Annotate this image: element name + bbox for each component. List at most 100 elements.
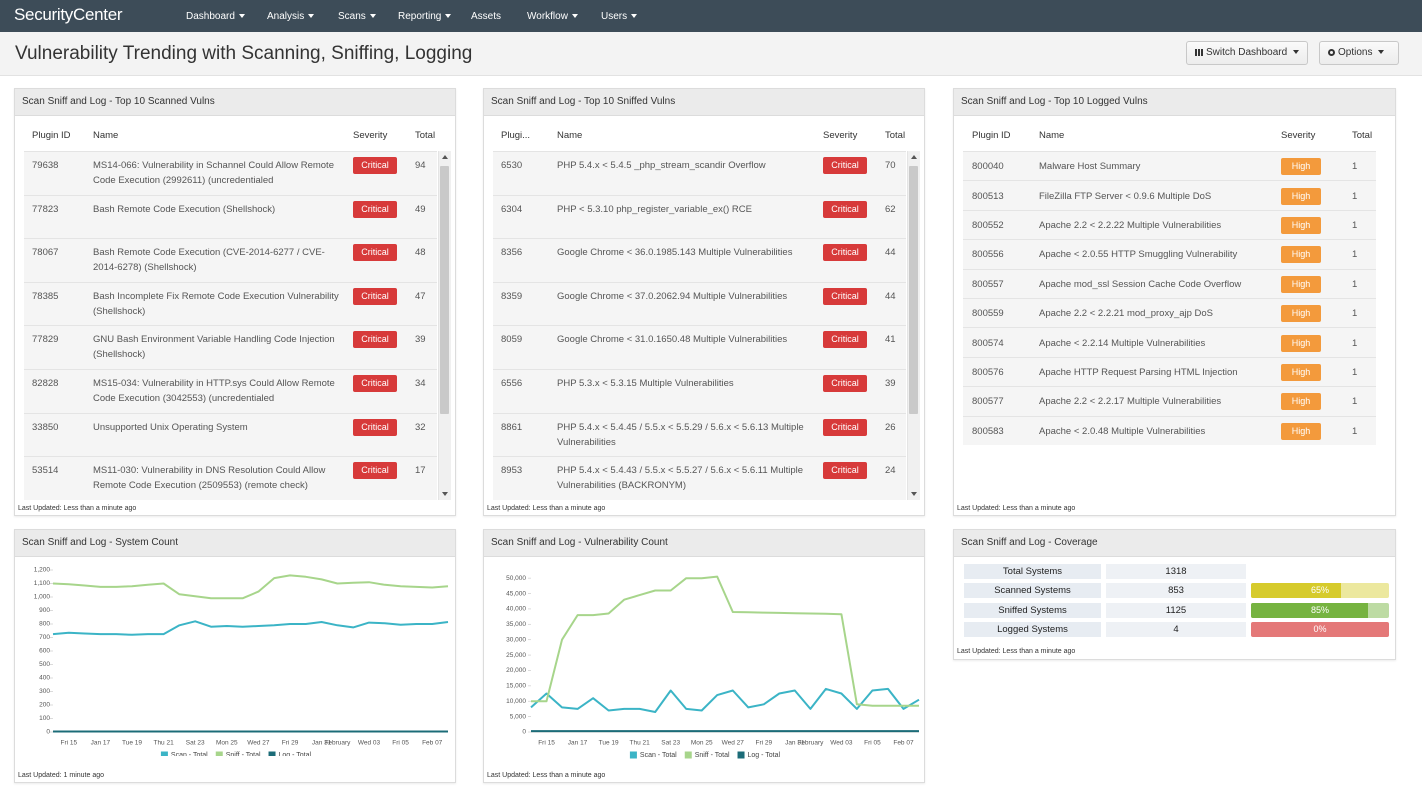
table-row[interactable]: 6556 PHP 5.3.x < 5.3.15 Multiple Vulnerab… [493, 369, 906, 413]
total: 41 [885, 334, 896, 346]
options-button[interactable]: Options [1319, 41, 1399, 65]
vuln-name: Apache 2.2 < 2.2.22 Multiple Vulnerabili… [1039, 219, 1222, 231]
coverage-count: 1125 [1106, 602, 1246, 618]
table-row[interactable]: 77829 GNU Bash Environment Variable Handl… [24, 325, 437, 369]
plugin-id: 6556 [501, 378, 523, 389]
y-tick-label: 25,000 [506, 652, 526, 659]
table-row[interactable]: 800577 Apache 2.2 < 2.2.17 Multiple Vulne… [963, 386, 1376, 416]
scroll-thumb[interactable] [440, 166, 449, 414]
plugin-id: 77823 [32, 203, 59, 215]
series-line [52, 620, 449, 636]
vuln-name: Bash Remote Code Execution (CVE-2014-627… [93, 247, 325, 274]
severity-badge: Critical [823, 375, 867, 392]
title-bar: Vulnerability Trending with Scanning, Sn… [0, 32, 1422, 76]
x-tick-label: Thu 21 [153, 740, 174, 747]
table-row[interactable]: 800513 FileZilla FTP Server < 0.9.6 Multi… [963, 180, 1376, 210]
table-row[interactable]: 78385 Bash Incomplete Fix Remote Code Exe… [24, 281, 437, 326]
table-row[interactable]: 800559 Apache 2.2 < 2.2.21 mod_proxy_ajp … [963, 298, 1376, 328]
plugin-id: 800040 [972, 161, 1004, 173]
table-row[interactable]: 800556 Apache < 2.0.55 HTTP Smuggling Vul… [963, 239, 1376, 269]
severity-badge: High [1281, 216, 1321, 234]
table-row[interactable]: 8861 PHP 5.4.x < 5.4.45 / 5.5.x < 5.5.29 … [493, 412, 906, 457]
scroll-thumb[interactable] [909, 166, 918, 414]
table-row[interactable]: 8356 Google Chrome < 36.0.1985.143 Multip… [493, 238, 906, 282]
menu-item[interactable]: Scans [338, 11, 376, 22]
scroll-up[interactable] [442, 155, 448, 159]
scroll-down[interactable] [911, 492, 917, 496]
table-row[interactable]: 82828 MS15-034: Vulnerability in HTTP.sys… [24, 369, 437, 413]
table-row[interactable]: 78067 Bash Remote Code Execution (CVE-201… [24, 238, 437, 282]
legend-label: Sniff - Total [226, 752, 261, 756]
plugin-id: 8059 [501, 334, 523, 346]
table-row[interactable]: 800557 Apache mod_ssl Session Cache Code … [963, 268, 1376, 298]
plugin-id: 800583 [972, 425, 1004, 437]
total: 1 [1352, 190, 1358, 202]
menu-item[interactable]: Dashboard [186, 11, 245, 22]
vuln-name: PHP 5.3.x < 5.3.15 Multiple Vulnerabilit… [557, 378, 734, 389]
plugin-id: 800513 [972, 190, 1004, 202]
y-tick-label: 200 [39, 702, 50, 709]
severity-badge: Critical [353, 200, 397, 218]
scroll-up[interactable] [911, 155, 917, 159]
scrollbar[interactable] [907, 151, 920, 500]
x-tick-label: Jan 17 [568, 740, 588, 747]
table-row[interactable]: 77823 Bash Remote Code Execution (Shellsh… [24, 194, 437, 239]
vuln-name: Malware Host Summary [1039, 161, 1141, 173]
table-row[interactable]: 800040 Malware Host Summary High 1 [963, 151, 1376, 181]
table-row[interactable]: 800583 Apache < 2.0.48 Multiple Vulnerabi… [963, 415, 1376, 445]
y-tick-label: 700 [39, 634, 50, 641]
table-row[interactable]: 8059 Google Chrome < 31.0.1650.48 Multipl… [493, 325, 906, 369]
total: 44 [885, 247, 896, 259]
column-header: Severity [1281, 130, 1316, 141]
vuln-name: MS14-066: Vulnerability in Schannel Coul… [93, 160, 334, 186]
menu-item[interactable]: Analysis [267, 11, 314, 22]
plugin-id: 6530 [501, 160, 523, 171]
table-row[interactable]: 8953 PHP 5.4.x < 5.4.43 / 5.5.x < 5.5.27 … [493, 456, 906, 500]
total: 17 [415, 465, 426, 477]
panel-title: Scan Sniff and Log - Coverage [954, 530, 1395, 557]
table-row[interactable]: 8359 Google Chrome < 37.0.2062.94 Multipl… [493, 281, 906, 326]
table-row[interactable]: 79638 MS14-066: Vulnerability in Schannel… [24, 151, 437, 195]
total: 44 [885, 290, 896, 302]
plugin-id: 800559 [972, 308, 1004, 320]
y-tick-label: 1,200 [34, 567, 51, 574]
vuln-name: MS15-034: Vulnerability in HTTP.sys Coul… [93, 378, 335, 404]
panel-title: Scan Sniff and Log - System Count [15, 530, 455, 557]
last-updated: Last Updated: Less than a minute ago [957, 505, 1076, 512]
table-body: 800040 Malware Host Summary High 1 800513 Fil… [963, 151, 1376, 445]
switch-dashboard-button[interactable]: Switch Dashboard [1186, 41, 1308, 65]
vuln-name: Bash Remote Code Execution (Shellshock) [93, 203, 276, 215]
coverage-panel: Scan Sniff and Log - Coverage Last Updat… [953, 529, 1396, 660]
table-row[interactable]: 800574 Apache < 2.2.14 Multiple Vulnerabi… [963, 327, 1376, 357]
severity-badge: Critical [823, 418, 867, 436]
severity-badge: High [1281, 158, 1321, 176]
table-row[interactable]: 800576 Apache HTTP Request Parsing HTML I… [963, 356, 1376, 387]
y-tick-label: 10,000 [506, 698, 526, 705]
x-tick-label: February [797, 740, 824, 747]
severity-badge: High [1281, 246, 1321, 264]
severity-badge: High [1281, 393, 1321, 411]
y-tick-label: 600 [39, 648, 50, 655]
y-tick-label: 15,000 [506, 683, 526, 690]
table-row[interactable]: 800552 Apache 2.2 < 2.2.22 Multiple Vulne… [963, 209, 1376, 240]
logo[interactable]: SecurityCenter [14, 5, 123, 24]
button-label: Options [1338, 47, 1373, 58]
menu-item[interactable]: Users [601, 11, 637, 22]
plugin-id: 77829 [32, 334, 59, 346]
plugin-id: 53514 [32, 465, 59, 477]
scrollbar[interactable] [438, 151, 451, 500]
table-row[interactable]: 6304 PHP < 5.3.10 php_register_variable_e… [493, 194, 906, 239]
vuln-name: Apache < 2.2.14 Multiple Vulnerabilities [1039, 337, 1206, 349]
table-body: 6530 PHP 5.4.x < 5.4.5 _php_stream_scandi… [493, 151, 906, 500]
table-row[interactable]: 6530 PHP 5.4.x < 5.4.5 _php_stream_scandi… [493, 151, 906, 195]
y-tick-label: 800 [39, 621, 50, 628]
scroll-down[interactable] [442, 492, 448, 496]
table-row[interactable]: 53514 MS11-030: Vulnerability in DNS Reso… [24, 456, 437, 500]
table-row[interactable]: 33850 Unsupported Unix Operating System Cr… [24, 412, 437, 457]
severity-badge: Critical [353, 418, 397, 436]
menu-item[interactable]: Reporting [398, 11, 451, 22]
menu-item[interactable]: Assets [471, 11, 502, 22]
x-tick-label: Feb 07 [422, 740, 443, 747]
menu-item[interactable]: Workflow [527, 11, 578, 22]
plugin-id: 800556 [972, 249, 1004, 261]
